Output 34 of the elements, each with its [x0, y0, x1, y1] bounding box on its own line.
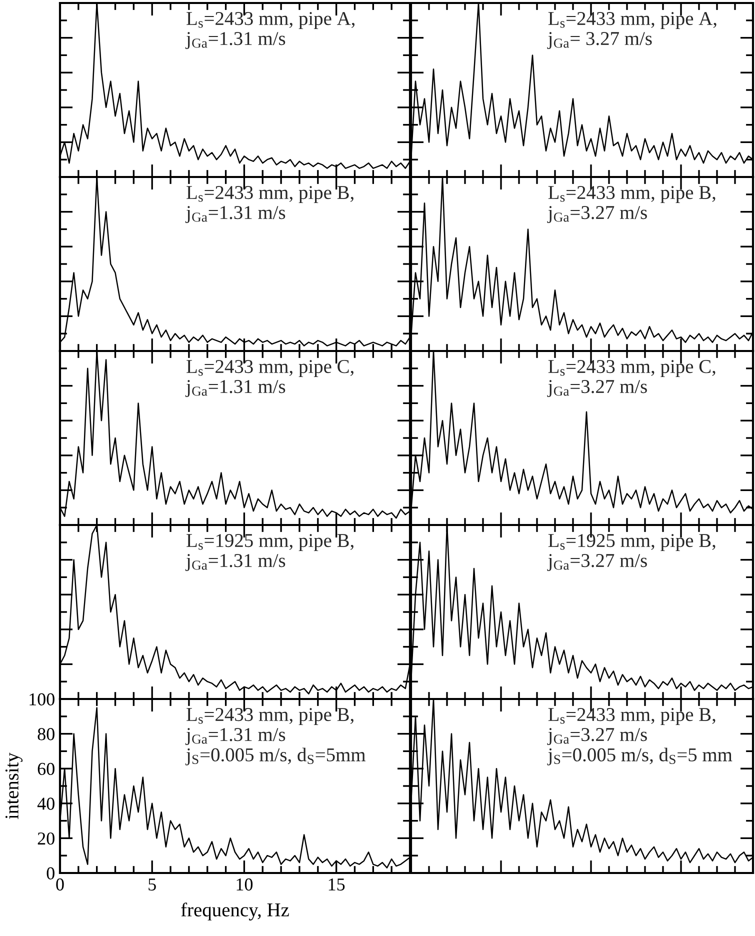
y-tick-label: 0	[46, 867, 54, 880]
annotation: j$_{Ga}$=1.31 m/s	[185, 206, 286, 224]
x-tick-label: 0	[56, 878, 64, 891]
annotation: j$_{Ga}$=3.27 m/s	[547, 728, 647, 746]
y-tick-label: 20	[38, 832, 54, 845]
x-tick-label: 15	[328, 878, 345, 891]
y-tick-label: 60	[38, 762, 54, 776]
annotation: j$_{Ga}$=1.31 m/s	[185, 380, 286, 398]
annotation: L$_{s}$=2433 mm, pipe A,	[548, 12, 716, 30]
annotation: L$_{s}$=1925 mm, pipe B,	[186, 534, 354, 552]
x-tick-label: 5	[148, 878, 156, 891]
annotation: j$_{S}$=0.005 m/s, d$_{S}$=5 mm	[547, 748, 732, 766]
y-tick-label: 40	[37, 798, 54, 810]
x-tick-label: 10	[236, 878, 253, 891]
y-tick-label: 100	[30, 693, 54, 706]
annotation: L$_{s}$=2433 mm, pipe A,	[186, 12, 354, 30]
x-axis-title: frequency, Hz	[181, 902, 289, 920]
annotation: L$_{s}$=2433 mm, pipe B,	[186, 708, 354, 726]
annotation: j$_{Ga}$=3.27 m/s	[547, 380, 647, 398]
annotation: j$_{Ga}$=3.27 m/s	[547, 554, 647, 572]
annotation: L$_{s}$=2433 mm, pipe B,	[548, 708, 716, 726]
annotation: j$_{S}$=0.005 m/s, d$_{S}$=5mm	[185, 748, 366, 766]
annotation: j$_{Ga}$=1.31 m/s	[185, 32, 286, 50]
annotation: j$_{Ga}$=3.27 m/s	[547, 206, 647, 224]
annotation: L$_{s}$=2433 mm, pipe B,	[548, 186, 716, 204]
annotation: j$_{Ga}$= 3.27 m/s	[547, 32, 652, 50]
y-tick-label: 80	[38, 728, 54, 740]
annotation: L$_{s}$=2433 mm, pipe B,	[186, 186, 354, 204]
annotation: j$_{Ga}$=1.31 m/s	[185, 728, 286, 746]
annotation: L$_{s}$=2433 mm, pipe C,	[186, 360, 354, 378]
annotation: j$_{Ga}$=1.31 m/s	[185, 554, 286, 572]
y-axis-title: intensity	[5, 752, 22, 820]
annotation: L$_{s}$=2433 mm, pipe C,	[548, 360, 716, 378]
annotation: L$_{s}$=1925 mm, pipe B,	[548, 534, 716, 552]
